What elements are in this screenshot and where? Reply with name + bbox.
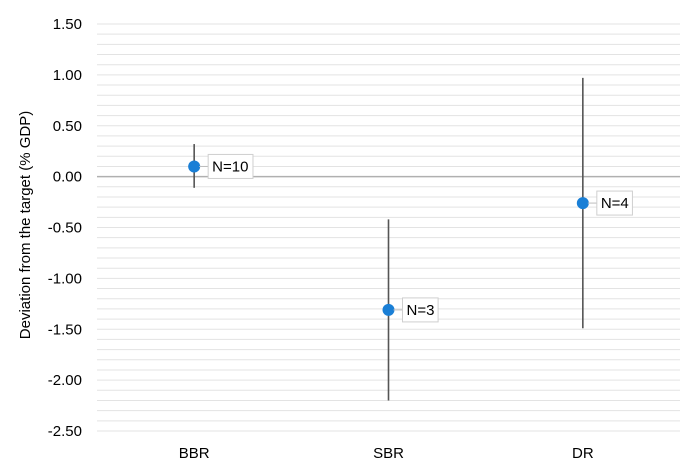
y-tick-label: -0.50	[48, 220, 82, 237]
data-label-text: N=4	[601, 195, 629, 212]
y-tick-label: 0.00	[53, 169, 82, 186]
data-label-box	[402, 297, 439, 323]
y-tick-labels: 1.50 1.00 0.50 0.00 -0.50 -1.00 -1.50 -2.00 -2.5…	[48, 16, 82, 440]
data-point	[188, 160, 201, 173]
y-tick-label: 1.50	[53, 16, 82, 33]
data-label-text: N=10	[212, 158, 248, 175]
data-points	[188, 160, 589, 316]
data-label-text: N=3	[407, 302, 435, 319]
data-label-box	[596, 190, 633, 216]
y-axis-title: Deviation from the target (% GDP)	[17, 111, 34, 339]
data-point	[576, 197, 589, 210]
y-tick-label: 1.00	[53, 67, 82, 84]
data-label: N=3	[393, 297, 439, 323]
x-tick-label: SBR	[373, 445, 404, 461]
data-label: N=4	[587, 190, 633, 216]
data-labels: N=10 N=3 N=4	[199, 153, 633, 323]
x-tick-label: DR	[572, 445, 594, 461]
data-label: N=10	[199, 153, 254, 179]
data-point	[382, 303, 395, 316]
x-tick-labels: BBR SBR DR	[179, 445, 594, 461]
y-tick-label: -1.50	[48, 321, 82, 338]
y-tick-label: -2.50	[48, 423, 82, 440]
x-tick-label: BBR	[179, 445, 210, 461]
error-bars	[193, 77, 584, 401]
y-tick-label: -1.00	[48, 270, 82, 287]
y-tick-label: -2.00	[48, 372, 82, 389]
y-tick-label: 0.50	[53, 118, 82, 135]
data-label-box	[207, 153, 254, 179]
